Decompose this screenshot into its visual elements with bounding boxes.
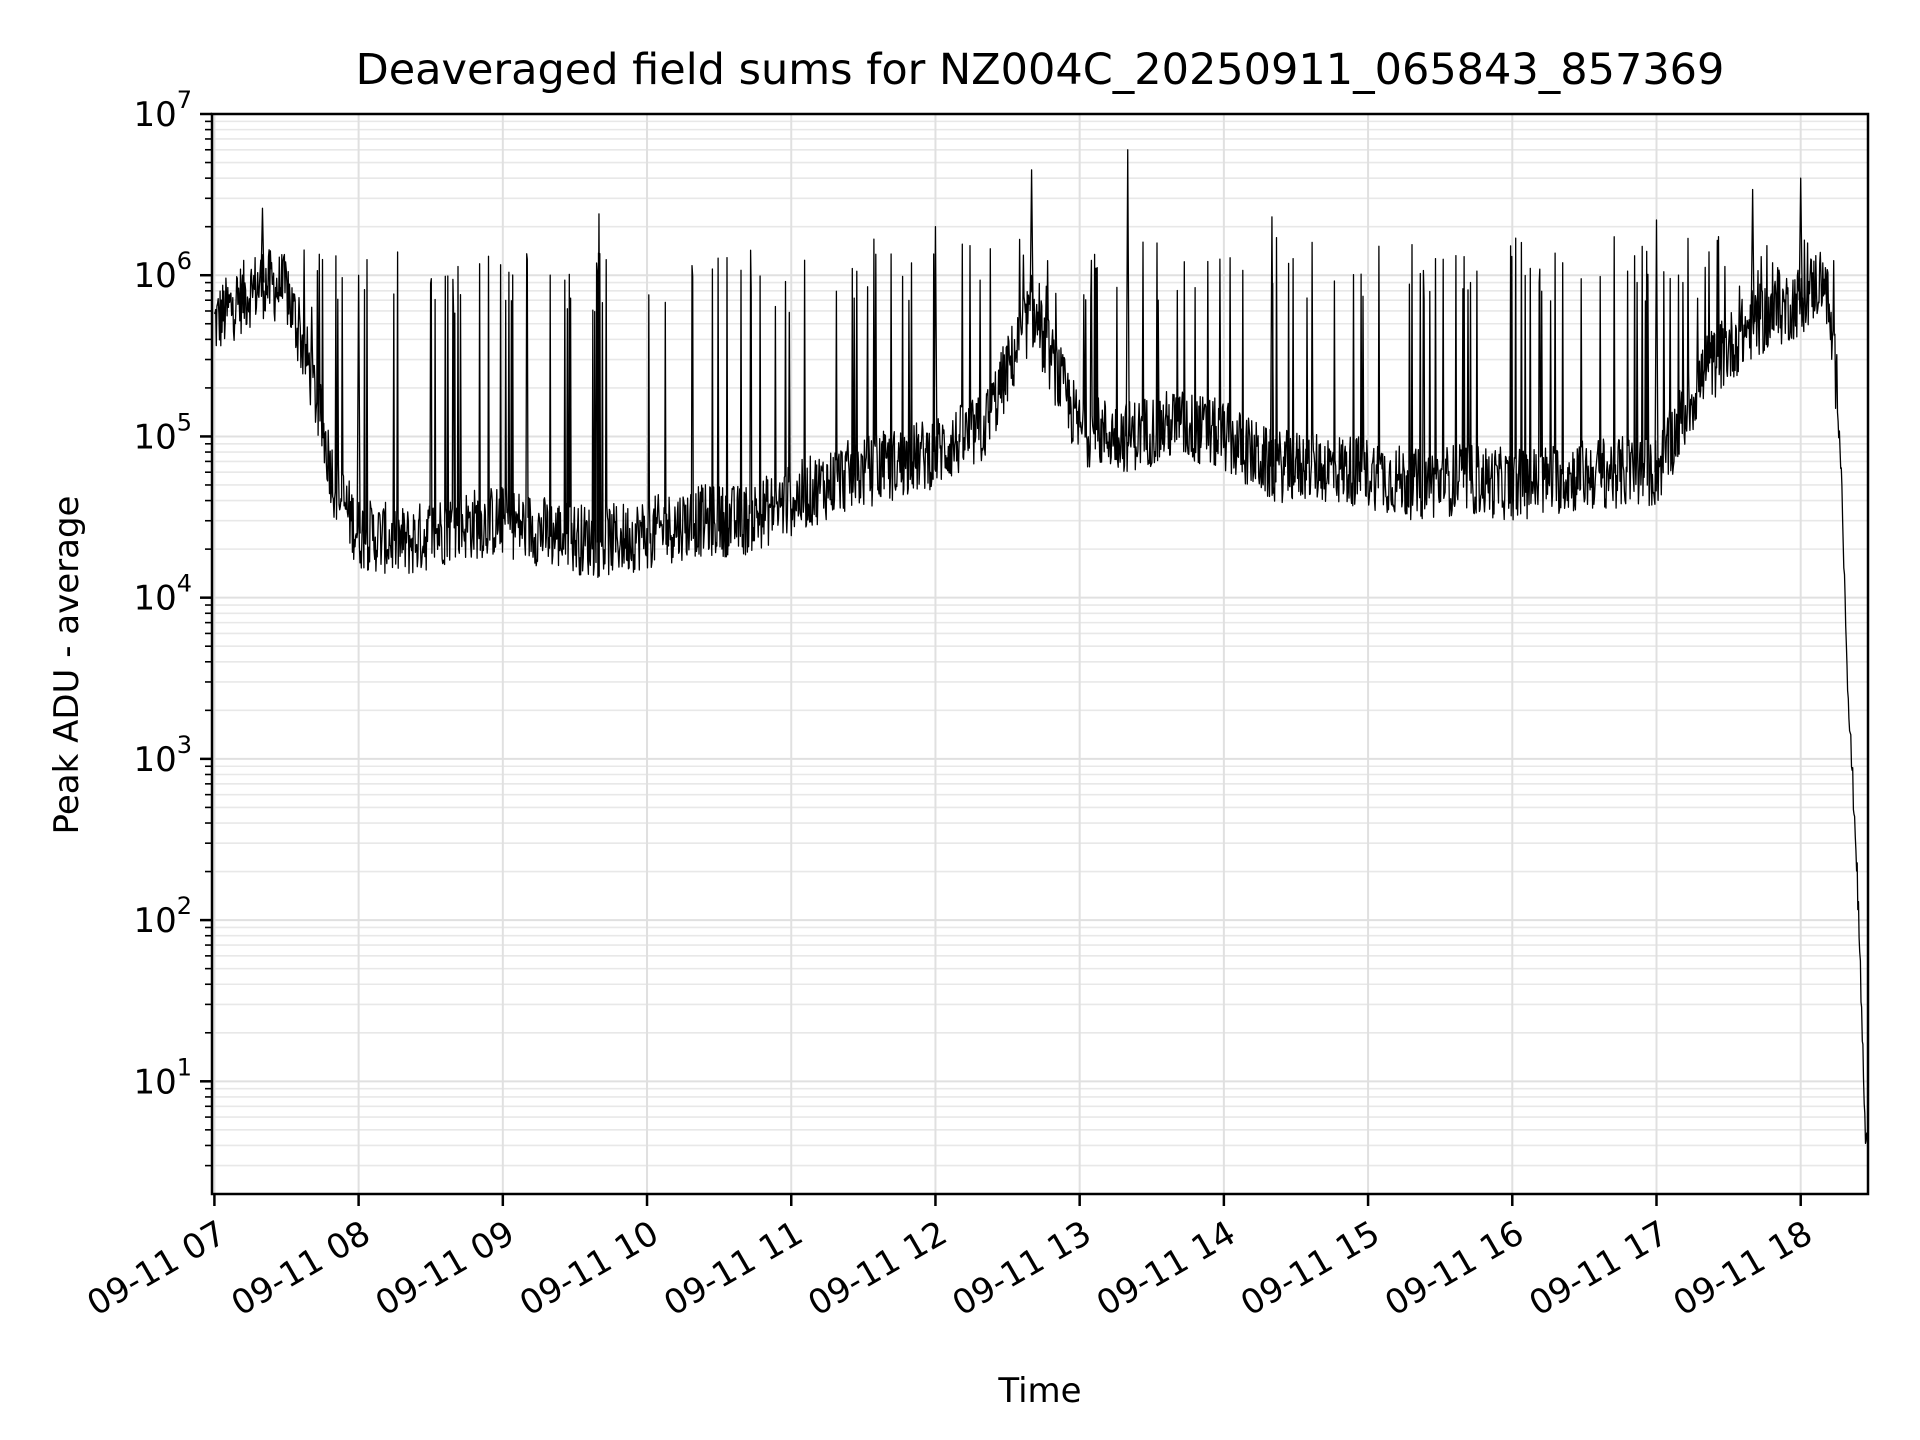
y-tick-label: 106 bbox=[133, 247, 192, 296]
y-tick-label-exponent: 2 bbox=[177, 892, 192, 920]
series-spike bbox=[356, 274, 361, 534]
y-tick-label-base: 10 bbox=[133, 95, 176, 135]
series-spike bbox=[260, 207, 265, 283]
y-tick-label-base: 10 bbox=[133, 579, 176, 619]
x-axis-label: Time bbox=[997, 1371, 1081, 1411]
y-tick-label-exponent: 4 bbox=[177, 570, 192, 598]
y-tick-label-exponent: 6 bbox=[177, 247, 192, 275]
y-tick-label-base: 10 bbox=[133, 417, 176, 457]
series-spike bbox=[1269, 216, 1275, 467]
y-tick-label-base: 10 bbox=[133, 1062, 176, 1102]
series-group bbox=[213, 149, 1869, 1157]
series-line bbox=[213, 236, 1869, 1157]
y-tick-label-exponent: 7 bbox=[177, 86, 192, 114]
y-tick-label: 105 bbox=[133, 408, 192, 457]
series-spike bbox=[1750, 188, 1755, 324]
series-spike bbox=[1798, 177, 1803, 301]
y-tick-label: 104 bbox=[133, 570, 192, 619]
y-tick-label: 102 bbox=[133, 892, 192, 941]
y-tick-label-exponent: 1 bbox=[177, 1053, 192, 1081]
y-tick-label-exponent: 5 bbox=[177, 408, 192, 436]
series-spike bbox=[596, 213, 602, 543]
y-tick-label-base: 10 bbox=[133, 256, 176, 296]
series-spike bbox=[933, 226, 938, 453]
y-tick-label: 107 bbox=[133, 86, 192, 135]
series-spike bbox=[1029, 169, 1034, 311]
y-tick-label-base: 10 bbox=[133, 901, 176, 941]
y-axis-label: Peak ADU - average bbox=[47, 496, 87, 835]
y-tick-label: 103 bbox=[133, 731, 192, 780]
y-tick-label: 101 bbox=[133, 1053, 192, 1102]
chart-title: Deaveraged field sums for NZ004C_2025091… bbox=[356, 45, 1725, 95]
plot-frame bbox=[210, 112, 1870, 1196]
series-spike bbox=[1654, 219, 1659, 473]
series-spike bbox=[1125, 149, 1130, 437]
y-tick-label-base: 10 bbox=[133, 740, 176, 780]
y-tick-label-exponent: 3 bbox=[177, 731, 192, 759]
